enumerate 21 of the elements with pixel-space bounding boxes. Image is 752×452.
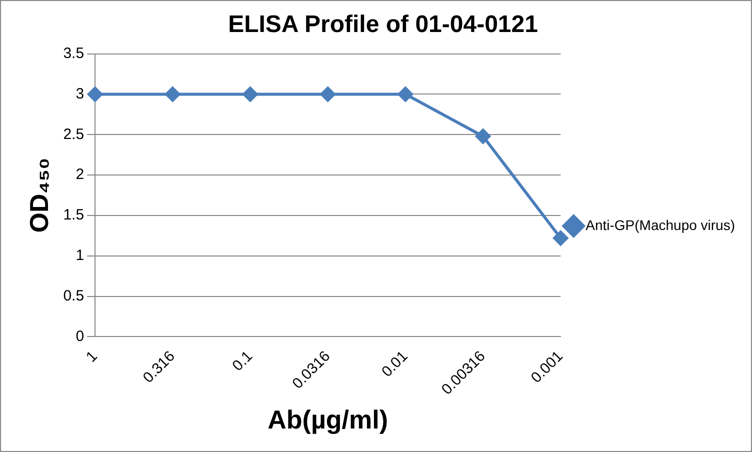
- chart-title: ELISA Profile of 01-04-0121: [228, 11, 538, 38]
- point: [88, 86, 103, 102]
- x-axis-title: Ab(µg/ml): [268, 404, 388, 435]
- y-tick-label: 1.5: [63, 206, 84, 224]
- point: [398, 86, 413, 102]
- y-tick-label: 2: [76, 166, 84, 184]
- x-tick-label: 0.1: [229, 348, 256, 375]
- point: [242, 86, 258, 102]
- x-tick-label: 0.01: [378, 348, 412, 380]
- y-tick-label: 1: [76, 247, 84, 264]
- y-axis-title: OD₄₅₀: [24, 158, 54, 233]
- point: [553, 230, 568, 246]
- point: [476, 128, 491, 144]
- legend-label: Anti-GP(Machupo virus): [586, 216, 736, 233]
- y-tick-label: 3: [76, 85, 84, 102]
- y-tick-label: 0: [76, 328, 84, 345]
- y-tick-label: 2.5: [63, 126, 84, 143]
- point: [320, 86, 336, 102]
- y-tick-label: 0.5: [63, 287, 84, 304]
- point: [165, 86, 180, 102]
- y-tick-label: 3.5: [63, 44, 84, 62]
